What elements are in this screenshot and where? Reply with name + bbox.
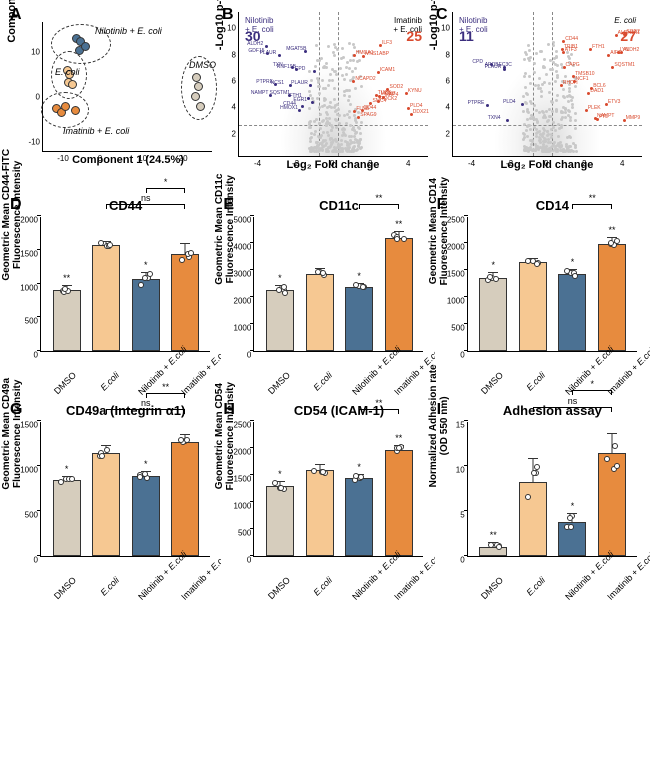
chart-title: CD11c bbox=[249, 198, 428, 213]
bar-x-label: E.coli bbox=[521, 370, 548, 397]
cluster-label: E. coli bbox=[55, 67, 80, 77]
bar-plot: 05001000150020002500****** bbox=[467, 217, 637, 352]
bar-x-label: Nilotinib + E.coli bbox=[563, 575, 590, 602]
bar-plot: 010002000300040005000****** bbox=[253, 217, 423, 352]
bar-x-label: DMSO bbox=[478, 370, 505, 397]
panel-G: GCD49a (Integrin α1)Geometric Mean CD49a… bbox=[8, 403, 215, 598]
bar-x-label: DMSO bbox=[51, 575, 78, 602]
bar-x-label: Nilotinib + E.coli bbox=[350, 370, 377, 397]
bar bbox=[132, 476, 160, 556]
panel-A: A Component 2 (10%) Nilotinib + E. coliE… bbox=[8, 8, 214, 188]
cluster-label: DMSO bbox=[189, 60, 216, 70]
bar-x-label: Nilotinib + E.coli bbox=[350, 575, 377, 602]
cluster-label: Nilotinib + E. coli bbox=[95, 26, 162, 36]
bar-ylabel: Geometric Mean CD11cFluorescence Intensi… bbox=[214, 173, 236, 284]
row-1: A Component 2 (10%) Nilotinib + E. coliE… bbox=[8, 8, 642, 188]
bar-x-label: DMSO bbox=[265, 370, 292, 397]
panel-C-label: C bbox=[436, 6, 448, 24]
panel-D: DCD44Geometric Mean CD44-FITCFluorescenc… bbox=[8, 198, 215, 393]
bar-plot: 05001000150020002500****** bbox=[253, 422, 423, 557]
bar-ylabel: Geometric Mean CD44-FITCFluorescence Int… bbox=[1, 148, 23, 280]
panel-C: C -Log10 p-value Nilotinib+ E. coli E. c… bbox=[434, 8, 642, 188]
figure-container: A Component 2 (10%) Nilotinib + E. coliE… bbox=[0, 0, 650, 616]
bar bbox=[266, 486, 294, 556]
bar-ylabel: Normalized Adhesion rate(OD 550 nm) bbox=[428, 364, 450, 487]
chart-title: CD54 (ICAM-1) bbox=[249, 403, 428, 418]
bar bbox=[92, 453, 120, 556]
panel-E: ECD11cGeometric Mean CD11cFluorescence I… bbox=[221, 198, 428, 393]
panel-B: B -Log10 p-value Nilotinib+ E. coli Imat… bbox=[220, 8, 428, 188]
bar-plot: 051015****ns bbox=[467, 422, 637, 557]
bar bbox=[385, 450, 413, 556]
panel-F-label: F bbox=[437, 196, 447, 214]
bar bbox=[519, 262, 547, 351]
bar bbox=[558, 274, 586, 351]
bar bbox=[92, 245, 120, 351]
panel-I-label: I bbox=[437, 401, 441, 419]
bar-x-label: Nilotinib + E.coli bbox=[563, 370, 590, 397]
chart-title: CD44 bbox=[36, 198, 215, 213]
bar bbox=[479, 547, 507, 556]
chart-title: CD49a (Integrin α1) bbox=[36, 403, 215, 418]
bar-x-label: Imatinib + E.coli bbox=[392, 370, 419, 397]
panel-B-label: B bbox=[222, 6, 234, 24]
panel-D-label: D bbox=[10, 196, 22, 214]
bar-plot: 050010001500****ns bbox=[40, 422, 210, 557]
bar bbox=[345, 478, 373, 556]
bar-chart-rows: DCD44Geometric Mean CD44-FITCFluorescenc… bbox=[8, 198, 642, 598]
panel-G-label: G bbox=[10, 401, 22, 419]
bar-x-label: Imatinib + E.coli bbox=[392, 575, 419, 602]
bar-x-label: DMSO bbox=[265, 575, 292, 602]
bar bbox=[385, 238, 413, 351]
bar-plot: 0500100015002000****ns bbox=[40, 217, 210, 352]
panel-H: HCD54 (ICAM-1)Geometric Mean CD54Fluores… bbox=[221, 403, 428, 598]
bar bbox=[171, 442, 199, 556]
scatter-plot-A: Nilotinib + E. coliE. coliDMSOImatinib +… bbox=[42, 22, 212, 152]
bar-x-label: DMSO bbox=[478, 575, 505, 602]
chart-title: Adhesion assay bbox=[463, 403, 642, 418]
volcano-plot-C: Nilotinib+ E. coli E. coli 11 27 PLD4CPD… bbox=[452, 12, 642, 157]
bar-x-label: Imatinib + E.coli bbox=[179, 575, 206, 602]
volcano-B-count-right: 25 bbox=[406, 28, 422, 44]
bar bbox=[306, 274, 334, 351]
bar bbox=[53, 480, 81, 556]
bar bbox=[53, 290, 81, 351]
bar bbox=[479, 278, 507, 351]
panel-F: FCD14Geometric Mean CD14Fluorescence Int… bbox=[435, 198, 642, 393]
bar bbox=[519, 482, 547, 556]
bar-x-label: E.coli bbox=[307, 575, 334, 602]
panel-H-label: H bbox=[223, 401, 235, 419]
bar-x-label: Imatinib + E.coli bbox=[606, 370, 633, 397]
bar-x-label: DMSO bbox=[51, 370, 78, 397]
bar-x-label: Nilotinib + E.coli bbox=[136, 575, 163, 602]
bar-x-label: E.coli bbox=[307, 370, 334, 397]
bar bbox=[171, 254, 199, 351]
bar-x-label: Imatinib + E.coli bbox=[606, 575, 633, 602]
bar bbox=[306, 470, 334, 556]
panel-A-label: A bbox=[10, 6, 22, 24]
chart-title: CD14 bbox=[463, 198, 642, 213]
bar bbox=[598, 244, 626, 351]
volcano-C-topright: E. coli bbox=[614, 16, 636, 25]
volcano-C-count-left: 11 bbox=[459, 28, 474, 44]
panel-E-label: E bbox=[223, 196, 234, 214]
volcano-plot-B: Nilotinib+ E. coli Imatinib+ E. coli 30 … bbox=[238, 12, 428, 157]
panel-I: IAdhesion assayNormalized Adhesion rate(… bbox=[435, 403, 642, 598]
bar-x-label: E.coli bbox=[94, 370, 121, 397]
cluster-label: Imatinib + E. coli bbox=[63, 126, 129, 136]
bar bbox=[345, 287, 373, 351]
bar-x-label: E.coli bbox=[521, 575, 548, 602]
bar-x-label: E.coli bbox=[94, 575, 121, 602]
bar bbox=[266, 290, 294, 351]
bar bbox=[132, 279, 160, 351]
